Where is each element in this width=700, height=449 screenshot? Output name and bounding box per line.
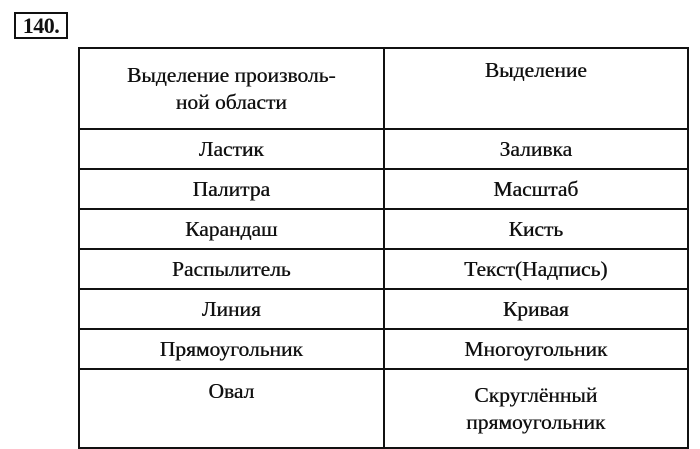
table-cell: Текст(Надпись) [382, 248, 689, 290]
tools-table: Выделение произволь-ной области Выделени… [78, 47, 689, 449]
table-cell: Выделение произволь-ной области [78, 47, 385, 130]
table-row: Палитра Масштаб [78, 168, 689, 210]
table-cell: Заливка [382, 128, 689, 170]
cell-line: Скруглённый [474, 382, 598, 407]
table-cell: Кривая [382, 288, 689, 330]
table-row: Овал Скруглённый прямоугольник [78, 368, 689, 449]
cell-line: Выделение произволь- [126, 62, 336, 87]
table-cell: Палитра [78, 168, 385, 210]
exercise-number: 140. [14, 12, 68, 39]
table-cell: Ластик [78, 128, 385, 170]
table-cell: Скруглённый прямоугольник [382, 368, 689, 449]
table-cell: Овал [78, 368, 385, 449]
table-row: Прямоугольник Многоугольник [78, 328, 689, 370]
table-cell: Карандаш [78, 208, 385, 250]
table-cell: Выделение [382, 47, 689, 130]
table-row: Распылитель Текст(Надпись) [78, 248, 689, 290]
cell-line: ной области [175, 89, 287, 114]
cell-line: прямоугольник [466, 409, 606, 434]
table-row: Карандаш Кисть [78, 208, 689, 250]
table-cell: Прямоугольник [78, 328, 385, 370]
table-row: Линия Кривая [78, 288, 689, 330]
table-row: Ластик Заливка [78, 128, 689, 170]
table-cell: Многоугольник [382, 328, 689, 370]
table-cell: Кисть [382, 208, 689, 250]
table-row: Выделение произволь-ной области Выделени… [78, 47, 689, 130]
table-cell: Распылитель [78, 248, 385, 290]
table-cell: Линия [78, 288, 385, 330]
table-cell: Масштаб [382, 168, 689, 210]
